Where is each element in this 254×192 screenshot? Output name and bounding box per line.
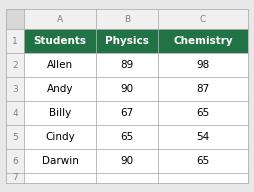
- Text: 65: 65: [196, 156, 210, 166]
- Text: 6: 6: [12, 156, 18, 166]
- Bar: [6, 29, 24, 53]
- Text: C: C: [200, 15, 206, 23]
- Bar: [96, 173, 158, 183]
- Bar: [24, 53, 96, 77]
- Bar: [6, 101, 24, 125]
- Text: Allen: Allen: [47, 60, 73, 70]
- Text: A: A: [57, 15, 63, 23]
- Bar: [158, 9, 248, 29]
- Bar: [96, 77, 158, 101]
- Bar: [96, 29, 158, 53]
- Bar: [6, 173, 24, 183]
- Bar: [158, 77, 248, 101]
- Text: 65: 65: [196, 108, 210, 118]
- Text: 90: 90: [120, 156, 134, 166]
- Text: 2: 2: [12, 60, 18, 70]
- Bar: [96, 101, 158, 125]
- Bar: [158, 53, 248, 77]
- Text: 5: 5: [12, 132, 18, 142]
- Text: Darwin: Darwin: [42, 156, 78, 166]
- Bar: [6, 77, 24, 101]
- Bar: [96, 149, 158, 173]
- Text: 67: 67: [120, 108, 134, 118]
- Text: Students: Students: [34, 36, 87, 46]
- Text: Chemistry: Chemistry: [173, 36, 233, 46]
- Text: B: B: [124, 15, 130, 23]
- Text: Cindy: Cindy: [45, 132, 75, 142]
- Bar: [96, 125, 158, 149]
- Text: 65: 65: [120, 132, 134, 142]
- Text: 89: 89: [120, 60, 134, 70]
- Bar: [158, 29, 248, 53]
- Bar: [24, 173, 96, 183]
- Text: 4: 4: [12, 108, 18, 118]
- Bar: [24, 77, 96, 101]
- Bar: [24, 101, 96, 125]
- Bar: [24, 149, 96, 173]
- Bar: [24, 125, 96, 149]
- Text: Physics: Physics: [105, 36, 149, 46]
- Text: Billy: Billy: [49, 108, 71, 118]
- Bar: [6, 53, 24, 77]
- Text: Andy: Andy: [47, 84, 73, 94]
- Text: 90: 90: [120, 84, 134, 94]
- Text: 1: 1: [12, 36, 18, 46]
- Text: 54: 54: [196, 132, 210, 142]
- Bar: [158, 101, 248, 125]
- Bar: [24, 9, 96, 29]
- Bar: [24, 29, 96, 53]
- Bar: [158, 173, 248, 183]
- Text: 3: 3: [12, 84, 18, 94]
- Bar: [96, 9, 158, 29]
- Text: 98: 98: [196, 60, 210, 70]
- Bar: [6, 149, 24, 173]
- Text: 7: 7: [12, 174, 18, 183]
- Bar: [6, 125, 24, 149]
- Text: 87: 87: [196, 84, 210, 94]
- Bar: [96, 53, 158, 77]
- Bar: [158, 149, 248, 173]
- Bar: [6, 9, 24, 29]
- Bar: [158, 125, 248, 149]
